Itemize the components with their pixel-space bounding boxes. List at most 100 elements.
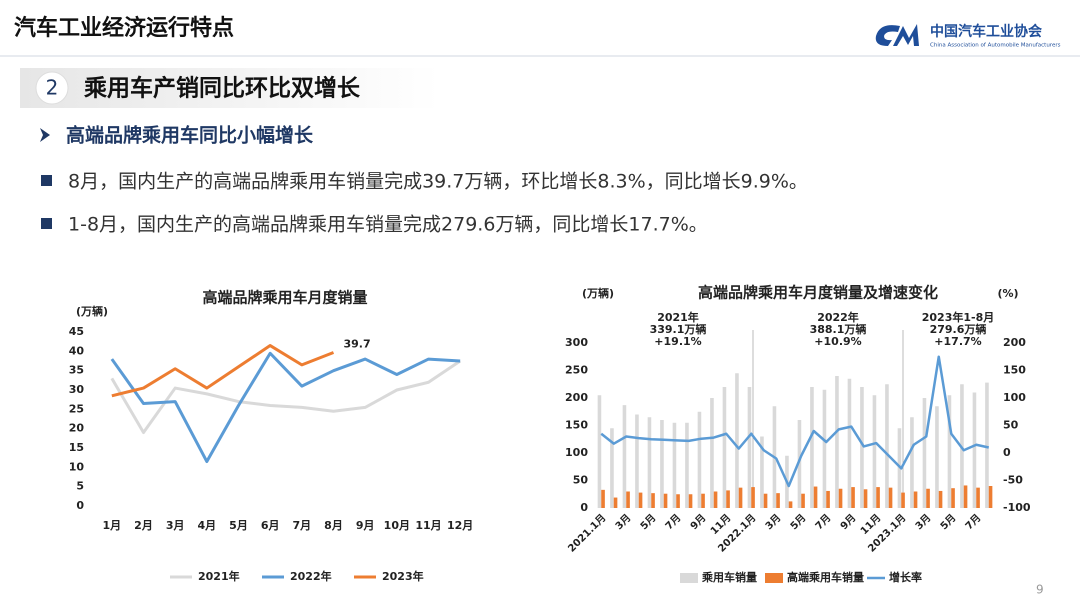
data-label: 39.7 xyxy=(344,337,371,350)
line-series xyxy=(111,344,335,398)
y-tick-label: 150 xyxy=(565,419,588,432)
annotation: 2021年 xyxy=(657,310,699,324)
bar xyxy=(872,395,877,508)
bar xyxy=(760,436,764,508)
bar xyxy=(722,387,727,508)
x-tick-label: 5月 xyxy=(938,512,958,532)
bar xyxy=(901,492,905,508)
bar xyxy=(910,417,914,508)
y-tick-label: 200 xyxy=(1003,336,1026,349)
bullet-text: 8月，国内生产的高端品牌乘用车销量完成39.7万辆，环比增长8.3%，同比增长9… xyxy=(68,171,808,193)
x-tick-label: 7月 xyxy=(663,512,683,532)
bar xyxy=(885,384,889,508)
y-tick-label: 50 xyxy=(1003,419,1019,432)
bar xyxy=(963,485,968,508)
y-tick-label: 10 xyxy=(69,460,85,473)
legend-label: 2022年 xyxy=(290,569,332,583)
bar xyxy=(610,428,614,508)
bar xyxy=(601,489,605,508)
x-tick-label: 8月 xyxy=(324,519,343,532)
bar xyxy=(635,414,639,508)
bar xyxy=(851,487,855,508)
bar xyxy=(988,486,993,508)
y-tick-label: 20 xyxy=(69,422,85,435)
bar xyxy=(701,493,705,508)
x-tick-label: 11月 xyxy=(415,519,441,532)
x-tick-label: 9月 xyxy=(688,512,708,532)
org-name: 中国汽车工业协会 xyxy=(930,23,1043,40)
legend-label: 2023年 xyxy=(382,569,424,583)
x-tick-label: 7月 xyxy=(813,512,833,532)
annotation: 388.1万辆 xyxy=(810,322,867,336)
y-tick-label: 35 xyxy=(69,364,84,377)
bullet-square xyxy=(41,175,52,186)
bar xyxy=(663,493,668,508)
x-tick-label: 2021.1月 xyxy=(566,512,609,555)
logo xyxy=(875,24,919,46)
annotation: +17.7% xyxy=(934,335,981,348)
legend-label: 2021年 xyxy=(198,569,240,583)
bar xyxy=(735,373,739,508)
bar xyxy=(638,492,643,508)
x-tick-label: 7月 xyxy=(293,519,312,532)
bar xyxy=(976,487,980,508)
annotation: 2022年 xyxy=(817,310,859,324)
bar xyxy=(660,420,664,508)
x-tick-label: 2月 xyxy=(134,519,153,532)
y-tick-label: 45 xyxy=(69,325,84,338)
y-tick-label: 100 xyxy=(565,446,588,459)
x-tick-label: 4月 xyxy=(198,519,217,532)
bar xyxy=(713,491,718,508)
bar xyxy=(947,395,952,508)
bar xyxy=(801,493,805,508)
bar xyxy=(863,489,868,508)
bar xyxy=(685,422,689,508)
bar xyxy=(697,411,702,508)
y-tick-label: 250 xyxy=(565,364,588,377)
annotation: 279.6万辆 xyxy=(930,322,987,336)
bar xyxy=(860,387,864,508)
x-tick-label: 9月 xyxy=(356,519,375,532)
bar xyxy=(738,487,743,508)
y-tick-label: 50 xyxy=(573,474,589,487)
y-tick-label: 0 xyxy=(580,501,588,514)
bar xyxy=(676,494,680,508)
x-tick-label: 5月 xyxy=(788,512,808,532)
bar xyxy=(688,494,693,508)
chart-title: 高端品牌乘用车月度销量 xyxy=(202,289,367,307)
bar xyxy=(622,405,627,508)
y2-axis-label: (%) xyxy=(997,287,1018,300)
y-tick-label: 5 xyxy=(76,480,84,493)
legend-label: 增长率 xyxy=(889,570,922,584)
bar xyxy=(710,398,714,508)
bullet-square xyxy=(41,218,52,229)
legend-swatch xyxy=(765,573,783,583)
bar xyxy=(876,487,880,508)
bar xyxy=(938,490,943,508)
bar xyxy=(726,490,730,508)
legend-label: 乘用车销量 xyxy=(701,570,757,584)
bar xyxy=(788,501,793,508)
bar xyxy=(826,490,830,508)
bar xyxy=(810,387,814,508)
bar xyxy=(613,497,618,508)
bullet-text: 1-8月，国内生产的高端品牌乘用车销量完成279.6万辆，同比增长17.7%。 xyxy=(68,214,708,236)
annotation: 2023年1-8月 xyxy=(922,310,995,324)
x-tick-label: 3月 xyxy=(613,512,633,532)
bar xyxy=(672,422,677,508)
y-tick-label: 300 xyxy=(565,336,588,349)
y-tick-label: -100 xyxy=(1003,501,1031,514)
x-tick-label: 5月 xyxy=(638,512,658,532)
bar xyxy=(597,395,602,508)
section-number: 2 xyxy=(46,76,59,100)
x-tick-label: 3月 xyxy=(913,512,933,532)
section-badge xyxy=(35,71,69,105)
bar xyxy=(776,493,780,508)
x-tick-label: 3月 xyxy=(166,519,185,532)
legend-swatch xyxy=(680,573,698,583)
bar xyxy=(847,378,852,508)
annotation: +19.1% xyxy=(654,335,701,348)
chart-title: 高端品牌乘用车月度销量及增速变化 xyxy=(698,284,938,302)
